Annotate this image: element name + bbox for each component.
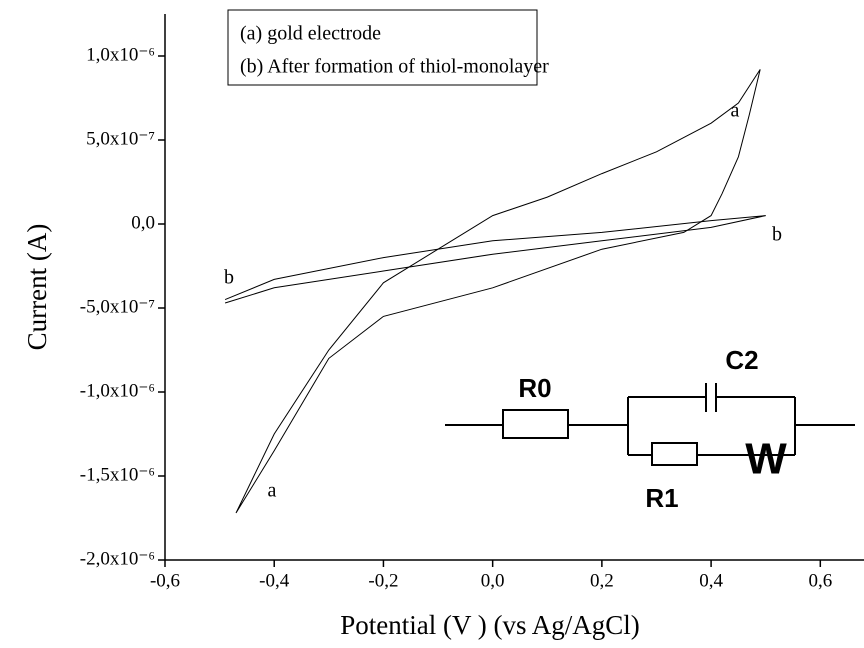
x-tick-label: 0,6	[808, 570, 832, 591]
x-tick-label: 0,0	[481, 570, 505, 591]
resistor	[651, 442, 698, 466]
y-tick-label: -2,0x10⁻⁶	[80, 548, 155, 569]
x-tick-label: -0,4	[259, 570, 290, 591]
x-tick-label: -0,6	[150, 570, 180, 591]
y-tick-label: 5,0x10⁻⁷	[86, 128, 155, 149]
y-tick-label: -5,0x10⁻⁷	[80, 296, 155, 317]
y-tick-label: 0,0	[131, 212, 155, 233]
wires	[445, 396, 855, 456]
circuit	[445, 383, 855, 466]
y-tick-label: -1,0x10⁻⁶	[80, 380, 155, 401]
circuit-label: W	[745, 435, 787, 484]
x-tick-label: -0,2	[368, 570, 398, 591]
cv-curve	[235, 69, 761, 514]
legend-box	[227, 9, 538, 86]
resistor	[502, 409, 569, 439]
y-axis-title: Current (A)	[22, 224, 52, 351]
x-tick-label: 0,2	[590, 570, 614, 591]
legend-text: (b) After formation of thiol-monolayer	[240, 56, 549, 78]
curve-label: b	[772, 224, 782, 246]
cv-curve	[224, 215, 766, 304]
y-tick-label: 1,0x10⁻⁶	[86, 44, 155, 65]
circuit-label: R0	[518, 373, 551, 403]
circuit-label: C2	[725, 345, 758, 375]
legend-text: (a) gold electrode	[240, 23, 381, 45]
circuit-label: R1	[645, 483, 678, 513]
curve-label: a	[731, 100, 740, 122]
capacitor	[705, 383, 717, 412]
curve-label: b	[224, 267, 234, 289]
x-tick-label: 0,4	[699, 570, 723, 591]
x-axis-title: Potential (V ) (vs Ag/AgCl)	[340, 610, 640, 640]
y-tick-label: -1,5x10⁻⁶	[80, 464, 155, 485]
curve-label: a	[268, 480, 277, 502]
